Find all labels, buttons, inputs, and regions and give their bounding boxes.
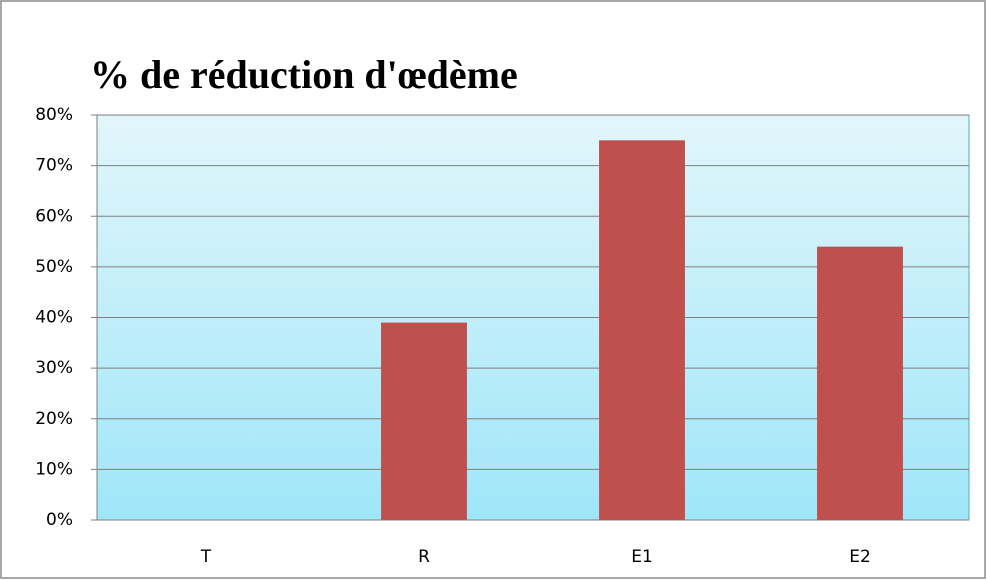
y-tick-label: 70% [35,156,73,176]
y-tick-label: 50% [35,257,73,277]
x-tick-label: E1 [631,547,653,567]
bar [817,246,903,520]
x-tick-label: R [418,547,430,567]
y-tick-label: 20% [35,409,73,429]
y-tick-label: 80% [35,105,73,125]
y-tick-label: 10% [35,459,73,479]
y-tick-label: 60% [35,206,73,226]
bar [381,322,467,520]
x-tick-label: T [200,547,212,567]
y-tick-label: 40% [35,308,73,328]
bar [599,140,685,520]
y-tick-label: 0% [46,510,73,530]
x-tick-label: E2 [849,547,871,567]
chart-title: % de réduction d'œdème [90,52,518,97]
y-tick-label: 30% [35,358,73,378]
